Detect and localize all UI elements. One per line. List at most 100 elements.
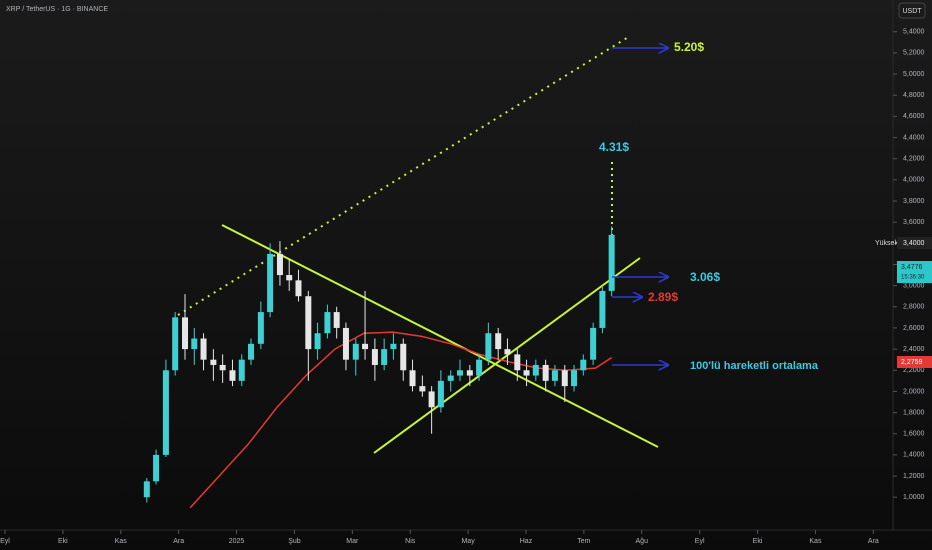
y-tick-label: 4,6000 bbox=[903, 113, 925, 120]
candle-body bbox=[571, 370, 578, 387]
x-tick-label: Eyl bbox=[695, 538, 705, 545]
candle-body bbox=[542, 364, 549, 381]
candle-body bbox=[456, 370, 463, 376]
candle-body bbox=[324, 312, 331, 334]
candle-body bbox=[238, 359, 245, 381]
annotation-label: 100'lü hareketli ortalama bbox=[690, 360, 819, 372]
y-tick-label: 2,6000 bbox=[903, 325, 925, 332]
candle-body bbox=[314, 333, 321, 350]
candle-body bbox=[514, 354, 521, 371]
y-tick-label: 4,4000 bbox=[903, 134, 925, 141]
currency-label[interactable]: USDT bbox=[902, 8, 922, 15]
candle-body bbox=[409, 370, 416, 387]
y-tick-label: 5,2000 bbox=[903, 50, 925, 57]
y-tick-label: 2,4000 bbox=[903, 346, 925, 353]
annotation-label: 2.89$ bbox=[648, 290, 678, 304]
high-price-tag bbox=[897, 237, 932, 249]
candle-body bbox=[466, 370, 473, 376]
y-tick-label: 3,8000 bbox=[903, 198, 925, 205]
y-tick-label: 2,0000 bbox=[903, 388, 925, 395]
candle-body bbox=[143, 481, 150, 498]
candle-body bbox=[162, 370, 169, 455]
candle-body bbox=[352, 343, 359, 360]
x-tick-label: Kas bbox=[809, 538, 822, 545]
candle-body bbox=[476, 359, 483, 376]
annotation-label: 5.20$ bbox=[674, 40, 704, 54]
candle-body bbox=[276, 253, 283, 276]
candle-body bbox=[551, 370, 558, 381]
ma-price: 2,2759 bbox=[901, 359, 923, 366]
y-tick-label: 1,0000 bbox=[903, 494, 925, 501]
x-tick-label: Eki bbox=[753, 538, 763, 545]
y-tick-label: 1,4000 bbox=[903, 452, 925, 459]
candle-body bbox=[561, 370, 568, 387]
candle-body bbox=[485, 333, 492, 360]
candle-body bbox=[191, 338, 198, 350]
candle-body bbox=[590, 327, 597, 360]
symbol-title: XRP / TetherUS · 1G · BINANCE bbox=[6, 6, 108, 13]
candle-body bbox=[295, 280, 302, 297]
candle-body bbox=[381, 349, 388, 365]
last-price-tag bbox=[897, 261, 932, 283]
candle-body bbox=[504, 349, 511, 355]
candle-body bbox=[229, 370, 236, 381]
x-tick-label: Haz bbox=[520, 538, 533, 545]
candle-body bbox=[580, 359, 587, 371]
moving-average bbox=[189, 331, 613, 509]
candle-body bbox=[362, 343, 369, 350]
candle-body bbox=[495, 333, 502, 350]
y-tick-label: 3,6000 bbox=[903, 219, 925, 226]
ma-price-tag bbox=[897, 356, 932, 368]
x-tick-label: May bbox=[461, 538, 475, 545]
y-tick-label: 1,6000 bbox=[903, 431, 925, 438]
x-tick-label: Tem bbox=[577, 538, 590, 545]
x-tick-label: Ara bbox=[173, 538, 184, 545]
candle-body bbox=[267, 253, 274, 313]
y-tick-label: 4,0000 bbox=[903, 177, 925, 184]
candle-body bbox=[305, 296, 312, 350]
y-tick-label: 3,0000 bbox=[903, 282, 925, 289]
candle-body bbox=[608, 234, 615, 291]
candle-body bbox=[342, 327, 349, 360]
candle-body bbox=[219, 364, 226, 371]
x-tick-label: 2025 bbox=[229, 538, 245, 545]
candle-body bbox=[437, 380, 444, 408]
high-price: 3,4000 bbox=[903, 240, 925, 247]
annotation-label: 4.31$ bbox=[599, 140, 629, 154]
candle-body bbox=[523, 370, 530, 376]
x-tick-label: Kas bbox=[115, 538, 128, 545]
x-tick-label: Ağu bbox=[636, 538, 649, 545]
high-label: Yüksek bbox=[875, 240, 898, 247]
candle-body bbox=[400, 343, 407, 371]
candle-body bbox=[257, 312, 264, 344]
x-tick-label: Nis bbox=[405, 538, 416, 545]
descending-trendline bbox=[221, 224, 659, 448]
y-tick-label: 1,8000 bbox=[903, 409, 925, 416]
candle-body bbox=[419, 386, 426, 392]
candle-body bbox=[286, 275, 293, 281]
dotted-projection bbox=[177, 35, 631, 316]
candle-body bbox=[200, 338, 207, 360]
y-tick-label: 4,2000 bbox=[903, 156, 925, 163]
candle-body bbox=[447, 375, 454, 381]
y-tick-label: 2,2000 bbox=[903, 367, 925, 374]
annotation-label: 3.06$ bbox=[690, 270, 720, 284]
candle-body bbox=[532, 364, 539, 376]
x-tick-label: Eyl bbox=[0, 538, 10, 545]
currency-button[interactable] bbox=[898, 2, 926, 19]
candle-body bbox=[153, 454, 160, 482]
candle-body bbox=[248, 343, 255, 360]
candle-body bbox=[371, 349, 378, 365]
candle-body bbox=[428, 391, 435, 408]
x-tick-label: Mar bbox=[346, 538, 359, 545]
candle-body bbox=[599, 290, 606, 328]
countdown: 15:36:30 bbox=[901, 275, 925, 281]
x-tick-label: Ara bbox=[868, 538, 879, 545]
candle-body bbox=[390, 343, 397, 350]
x-tick-label: Şub bbox=[288, 538, 301, 545]
y-tick-label: 5,0000 bbox=[903, 71, 925, 78]
candle-body bbox=[172, 317, 179, 371]
candle-body bbox=[333, 312, 340, 328]
